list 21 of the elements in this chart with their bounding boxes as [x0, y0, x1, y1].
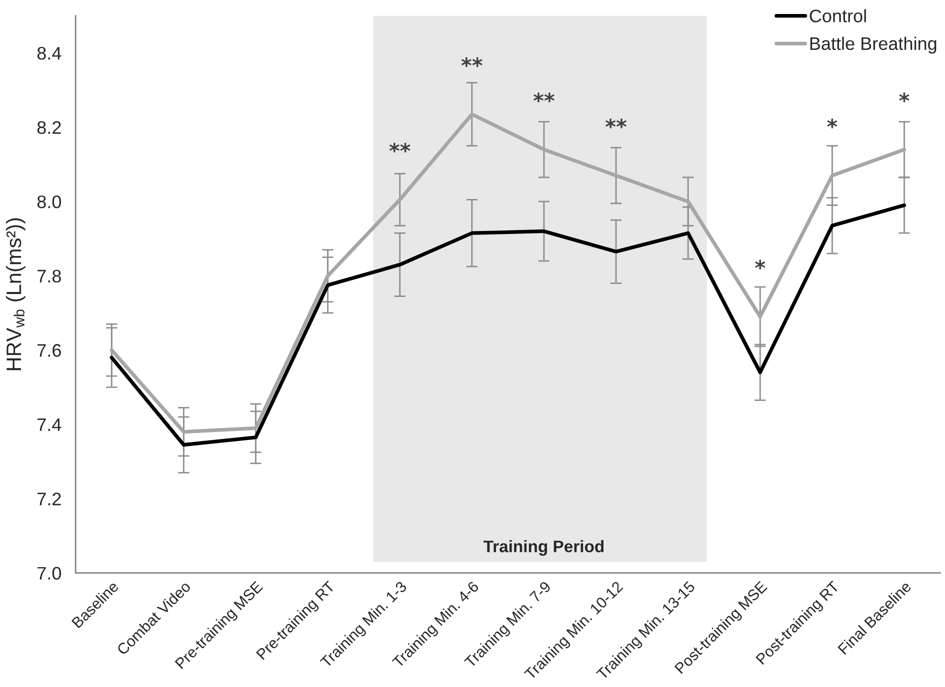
y-tick-label: 7.4 [38, 418, 62, 431]
annotation: ** [533, 92, 554, 102]
legend-label: Battle Breathing [810, 36, 936, 54]
y-tick-label: 7.6 [38, 344, 61, 357]
annotation: * [827, 118, 838, 128]
legend-label: Control [810, 9, 866, 22]
annotation: ** [606, 118, 626, 128]
annotation: * [899, 92, 910, 102]
y-tick-label: 8.0 [37, 195, 62, 208]
y-tick-label: 7.2 [38, 492, 61, 506]
annotation: * [755, 260, 766, 270]
y-tick-label: 7.8 [38, 270, 61, 283]
y-tick-label: 7.0 [38, 566, 62, 580]
y-tick-label: 8.4 [37, 46, 62, 60]
y-tick-label: 8.2 [37, 121, 61, 134]
band-label: Training Period [484, 540, 604, 556]
y-axis-title: HRV$_{wb}$ (Ln(ms²)) [6, 218, 26, 370]
line-series [110, 203, 906, 447]
annotation: ** [461, 57, 482, 67]
annotation: ** [389, 142, 410, 152]
line-series [110, 112, 906, 434]
